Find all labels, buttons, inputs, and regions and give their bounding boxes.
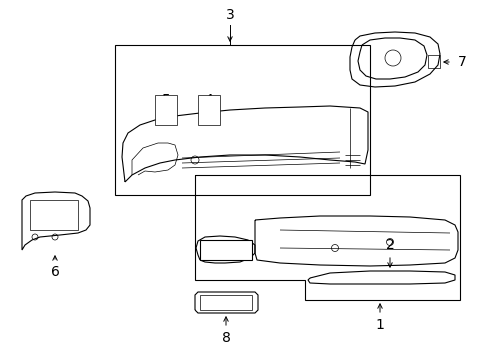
Text: 3: 3 (225, 8, 234, 22)
Text: 4: 4 (204, 93, 213, 107)
Text: 2: 2 (385, 238, 393, 252)
Text: 5: 5 (162, 93, 170, 107)
Text: 6: 6 (50, 265, 60, 279)
Bar (115, 45, 369, 195)
Text: 8: 8 (221, 331, 230, 345)
Text: 7: 7 (457, 55, 466, 69)
Bar (198, 95, 220, 125)
Bar (200, 240, 251, 260)
Bar (30, 200, 78, 230)
Bar (200, 295, 251, 310)
Bar (155, 95, 177, 125)
Text: 1: 1 (375, 318, 384, 332)
